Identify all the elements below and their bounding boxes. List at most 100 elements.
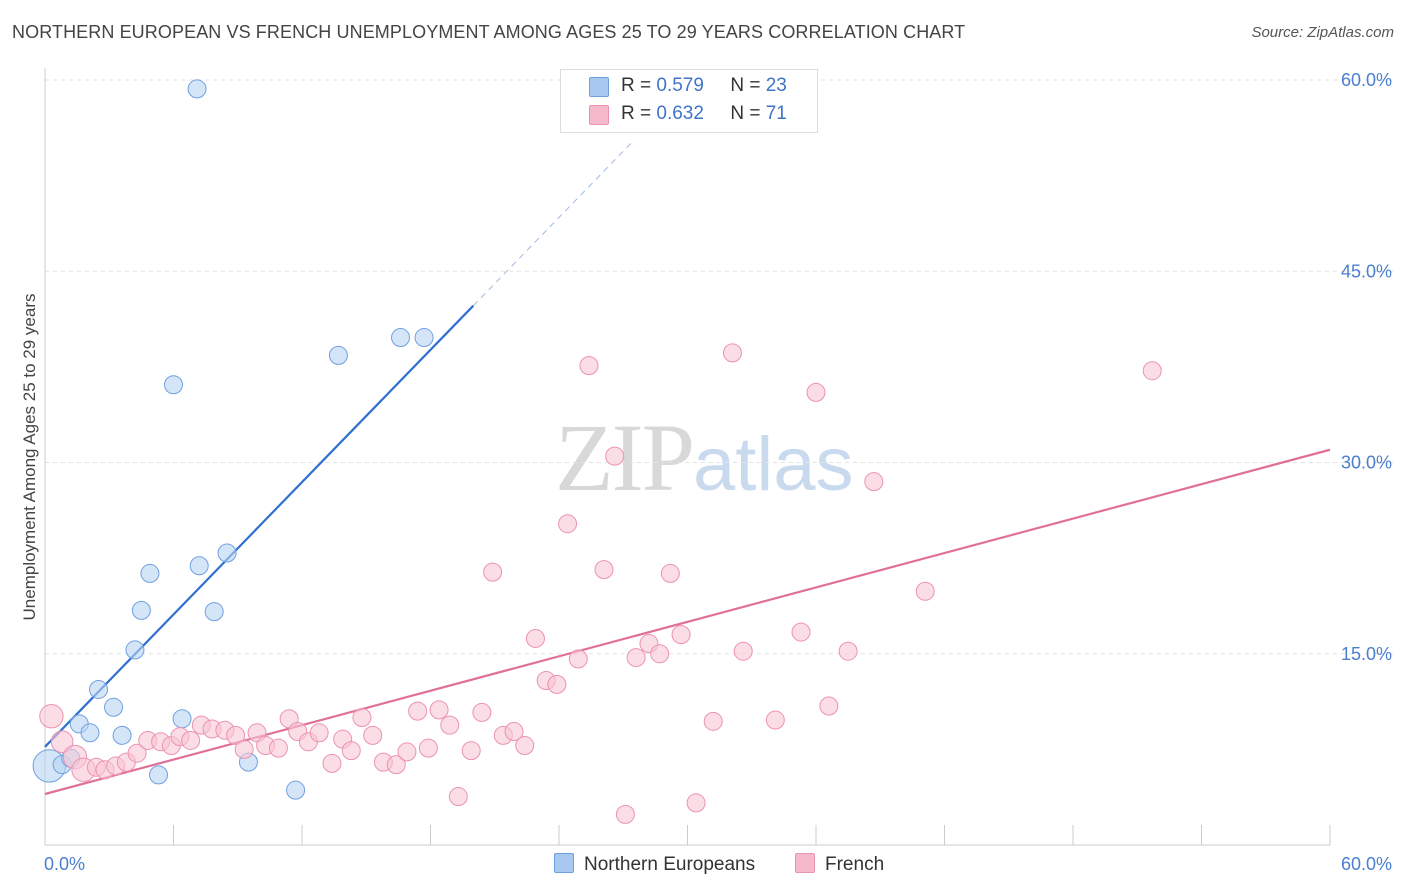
data-point-french	[791, 622, 811, 642]
data-point-french	[363, 725, 383, 745]
data-point-northern-europeans	[125, 640, 145, 660]
data-point-french	[594, 560, 614, 580]
data-point-french	[397, 742, 417, 762]
data-point-french	[483, 562, 503, 582]
data-point-french	[733, 641, 753, 661]
data-point-french	[440, 715, 460, 735]
data-point-french	[547, 674, 567, 694]
data-point-northern-europeans	[80, 723, 100, 743]
data-point-french	[181, 730, 201, 750]
data-point-northern-europeans	[131, 600, 151, 620]
data-point-french	[39, 704, 64, 729]
data-point-northern-europeans	[149, 765, 169, 785]
data-point-french	[671, 625, 691, 645]
legend-swatch-french	[589, 105, 609, 125]
x-tick-label: 0.0%	[44, 854, 85, 874]
legend-r-value: 0.579	[656, 75, 704, 96]
watermark-zip: ZIP	[555, 404, 695, 511]
data-point-french	[579, 356, 599, 376]
legend-swatch-northern-europeans	[554, 853, 574, 873]
data-point-french	[838, 641, 858, 661]
watermark: ZIPatlas	[555, 402, 854, 513]
data-point-french	[448, 787, 468, 807]
data-point-french	[864, 472, 884, 492]
legend-swatch-northern-europeans	[589, 77, 609, 97]
chart-title: NORTHERN EUROPEAN VS FRENCH UNEMPLOYMENT…	[12, 22, 966, 42]
legend-n-value: 23	[765, 75, 787, 96]
data-point-northern-europeans	[89, 679, 109, 699]
data-point-french	[226, 725, 246, 745]
trend-lines	[44, 139, 1331, 796]
data-point-french	[806, 382, 826, 402]
data-point-northern-europeans	[217, 543, 237, 563]
data-point-northern-europeans	[104, 697, 124, 717]
data-point-french	[819, 696, 839, 716]
y-tick-label: 30.0%	[1341, 453, 1392, 473]
data-point-french	[515, 736, 535, 756]
data-point-french	[504, 722, 524, 742]
legend-item-french: French	[795, 853, 884, 876]
data-point-french	[650, 644, 670, 664]
trend-line-northern-europeans	[44, 304, 475, 748]
legend-swatch-french	[795, 853, 815, 873]
data-point-french	[268, 738, 288, 758]
data-point-french	[386, 755, 406, 775]
data-point-french	[50, 730, 74, 754]
data-point-northern-europeans	[164, 375, 183, 395]
data-point-french	[309, 723, 329, 743]
data-point-northern-europeans	[189, 556, 209, 576]
data-point-french	[686, 793, 706, 813]
legend-n-label: N =	[730, 103, 761, 124]
legend-r-label: R =	[621, 75, 652, 96]
data-point-french	[341, 741, 361, 761]
x-tick-label: 60.0%	[1341, 854, 1392, 874]
y-tick-label: 15.0%	[1341, 644, 1392, 664]
watermark-atlas: atlas	[693, 422, 854, 507]
tick-labels: 15.0% 30.0% 45.0% 60.0% 0.0% 60.0%	[44, 70, 1392, 874]
data-points	[32, 79, 1162, 824]
trend-line-northern-europeans-extension	[472, 139, 635, 307]
y-tick-label: 45.0%	[1341, 261, 1392, 281]
data-point-french	[127, 743, 147, 763]
data-point-french	[568, 649, 588, 669]
legend-item-northern-europeans: Northern Europeans	[554, 853, 755, 876]
data-point-northern-europeans	[140, 563, 160, 583]
data-point-french	[234, 739, 254, 759]
data-point-french	[472, 702, 492, 722]
source-label: Source: ZipAtlas.com	[1251, 24, 1394, 41]
legend-label: Northern Europeans	[584, 854, 756, 875]
data-point-french	[615, 804, 635, 824]
data-point-northern-europeans	[172, 709, 192, 729]
legend-n-value: 71	[765, 103, 787, 124]
data-point-french	[722, 343, 742, 363]
data-point-french	[660, 563, 680, 583]
grid-lines	[45, 79, 1395, 655]
legend-n-label: N =	[730, 75, 761, 96]
data-point-northern-europeans	[112, 725, 132, 745]
data-point-northern-europeans	[328, 345, 348, 365]
data-point-northern-europeans	[391, 328, 411, 348]
legend-label: French	[825, 854, 885, 875]
data-point-french	[626, 648, 646, 668]
legend-r-value: 0.632	[656, 103, 704, 124]
data-point-french	[915, 581, 935, 601]
data-point-french	[605, 446, 625, 466]
data-point-french	[558, 514, 578, 534]
data-point-french	[1142, 361, 1162, 381]
data-point-french	[352, 708, 372, 727]
data-point-french	[408, 701, 428, 721]
legend-r-label: R =	[621, 103, 652, 124]
data-point-northern-europeans	[414, 328, 434, 348]
data-point-northern-europeans	[187, 79, 207, 99]
data-point-northern-europeans	[204, 602, 224, 622]
data-point-northern-europeans	[286, 780, 306, 800]
data-point-french	[765, 710, 785, 730]
data-point-french	[322, 753, 342, 773]
data-point-french	[418, 738, 438, 758]
data-point-french	[703, 711, 723, 731]
y-tick-label: 60.0%	[1341, 70, 1392, 90]
data-point-french	[429, 700, 449, 720]
correlation-legend: R = 0.579 N = 23 R = 0.632 N = 71	[560, 69, 818, 133]
data-point-french	[525, 628, 545, 648]
